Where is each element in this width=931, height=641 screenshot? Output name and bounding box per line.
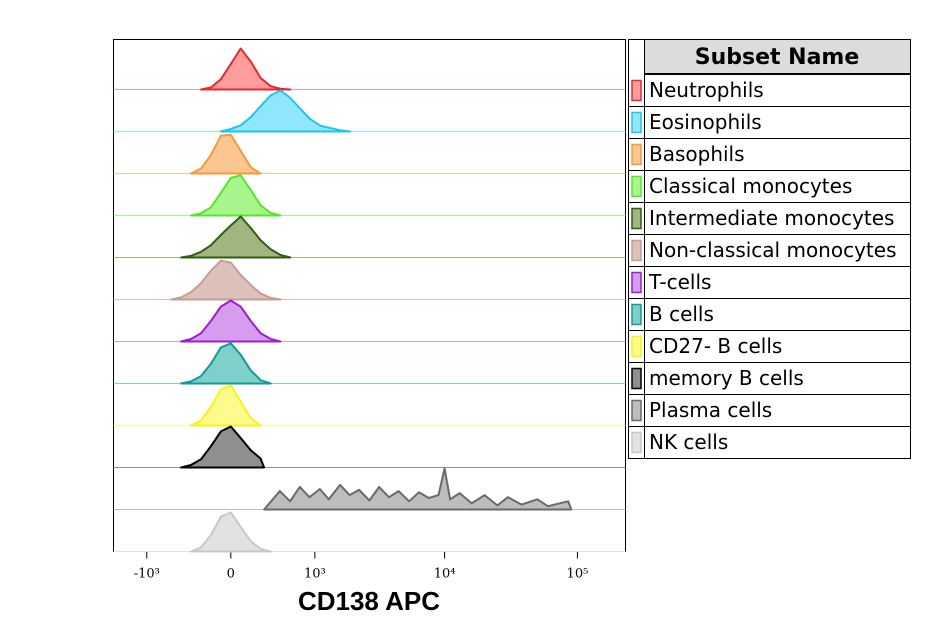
legend-label: Basophils [649, 142, 745, 166]
legend-label: Non-classical monocytes [649, 238, 897, 262]
legend-swatch [631, 207, 642, 230]
legend-title: Subset Name [695, 45, 860, 70]
legend-label: CD27- B cells [649, 334, 782, 358]
x-tick-label: 0 [227, 567, 235, 582]
legend-header [644, 39, 911, 74]
histogram [180, 299, 282, 343]
histogram [219, 89, 352, 133]
legend-label: Neutrophils [649, 78, 764, 102]
legend-swatch [631, 79, 642, 102]
legend-label: Intermediate monocytes [649, 206, 894, 230]
legend-label: Eosinophils [649, 110, 762, 134]
legend-frame [628, 39, 911, 459]
legend-swatch [631, 175, 642, 198]
legend-label: B cells [649, 302, 714, 326]
legend-swatch [631, 143, 642, 166]
histogram [190, 384, 262, 427]
histogram [170, 259, 282, 301]
legend-label: T-cells [648, 270, 711, 294]
histogram [180, 425, 266, 469]
histogram [180, 342, 272, 385]
legend-swatch [631, 271, 642, 294]
legend-swatch [631, 367, 642, 390]
legend-swatch [631, 431, 642, 454]
histogram [180, 215, 292, 259]
legend-label: NK cells [649, 430, 728, 454]
x-tick-label: -10³ [134, 567, 160, 582]
legend-label: Classical monocytes [649, 174, 852, 198]
legend-label: Plasma cells [649, 398, 772, 422]
x-tick-label: 10⁵ [567, 567, 589, 582]
legend-swatch [631, 399, 642, 422]
histogram [200, 47, 292, 91]
legend-swatch [631, 303, 642, 326]
x-axis-title: CD138 APC [298, 586, 440, 616]
histogram [190, 133, 262, 175]
legend-swatch [631, 335, 642, 358]
legend-row [644, 426, 911, 459]
legend-label: memory B cells [649, 366, 804, 390]
histogram [190, 511, 272, 553]
legend-swatch [631, 111, 642, 134]
histogram [263, 467, 573, 511]
legend-swatch [631, 239, 642, 262]
x-tick-label: 10³ [304, 567, 326, 582]
x-tick-label: 10⁴ [434, 567, 456, 582]
histogram [190, 174, 282, 217]
